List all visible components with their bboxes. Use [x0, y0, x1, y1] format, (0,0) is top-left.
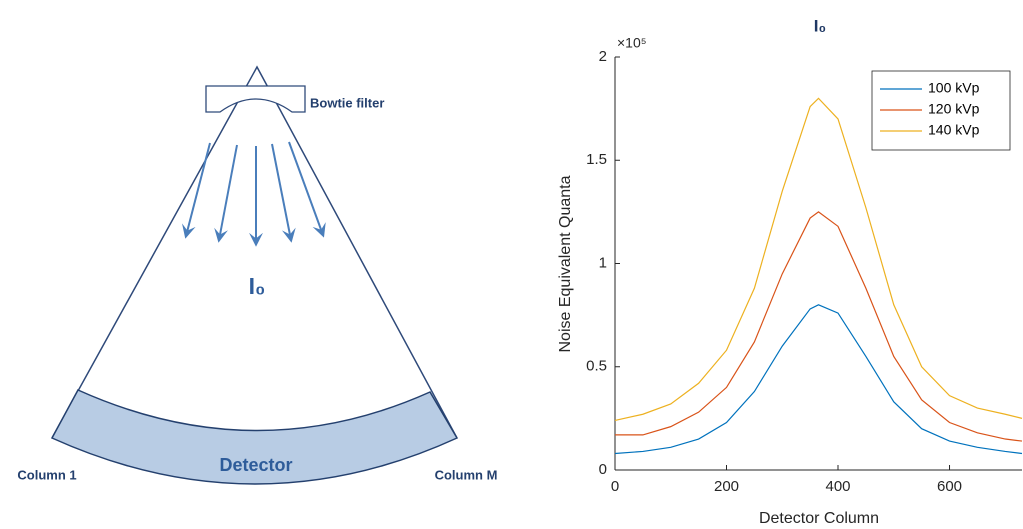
- rays: [182, 141, 326, 247]
- legend-label: 100 kVp: [928, 80, 980, 96]
- series-line: [615, 211, 1023, 442]
- beam-label: I₀: [249, 273, 266, 299]
- y-exponent: ×10⁵: [617, 35, 647, 51]
- beam-fan: [51, 65, 458, 439]
- y-tick-label: 2: [599, 48, 607, 65]
- y-tick-label: 1.5: [586, 151, 607, 168]
- x-tick-label: 0: [611, 478, 619, 495]
- ray: [214, 144, 238, 243]
- detector-label: Detector: [219, 455, 292, 475]
- diagram: Bowtie filter I₀ Detector Column 1 Colum…: [17, 65, 498, 485]
- chart-title: I₀: [814, 16, 826, 35]
- legend-label: 140 kVp: [928, 122, 980, 138]
- column-label: Column M: [435, 467, 498, 482]
- ray: [271, 143, 296, 243]
- y-tick-label: 1: [599, 254, 607, 271]
- x-tick-label: 200: [714, 478, 739, 495]
- chart: I₀ ×10⁵ Detector Column Noise Equivalent…: [557, 16, 1023, 527]
- y-axis-label: Noise Equivalent Quanta: [557, 175, 574, 352]
- bowtie-filter: [205, 85, 306, 113]
- column-label: Column 1: [17, 467, 76, 482]
- x-axis-label: Detector Column: [759, 510, 879, 527]
- ray: [288, 141, 326, 238]
- x-tick-label: 400: [825, 478, 850, 495]
- x-tick-label: 600: [937, 478, 962, 495]
- detector: [50, 389, 459, 485]
- ray: [182, 142, 211, 239]
- legend-label: 120 kVp: [928, 101, 980, 117]
- series-line: [614, 97, 1023, 422]
- bowtie-label: Bowtie filter: [310, 95, 384, 110]
- y-tick-label: 0.5: [586, 358, 607, 375]
- series-line: [614, 304, 1023, 455]
- y-tick-label: 0: [599, 461, 607, 478]
